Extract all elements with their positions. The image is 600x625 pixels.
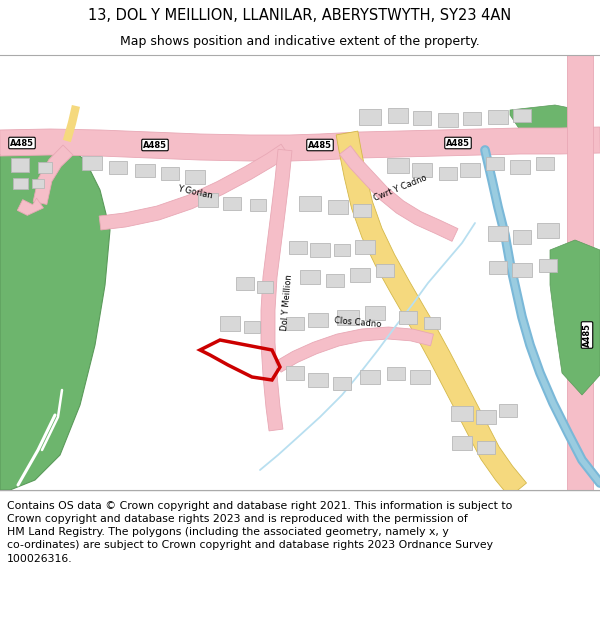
- Bar: [451, 406, 473, 421]
- Bar: [410, 370, 430, 384]
- Bar: [334, 244, 350, 256]
- Bar: [399, 311, 417, 324]
- Bar: [388, 107, 408, 122]
- Bar: [499, 404, 517, 416]
- Polygon shape: [567, 55, 593, 490]
- Bar: [300, 270, 320, 284]
- Text: A485: A485: [583, 323, 592, 347]
- Polygon shape: [17, 198, 43, 216]
- Bar: [376, 264, 394, 276]
- Text: A485: A485: [446, 139, 470, 148]
- Bar: [489, 261, 507, 274]
- Bar: [413, 111, 431, 125]
- Text: A485: A485: [143, 141, 167, 149]
- Bar: [109, 161, 127, 174]
- Polygon shape: [550, 240, 600, 395]
- Bar: [32, 179, 44, 187]
- Bar: [38, 161, 52, 172]
- Polygon shape: [0, 127, 600, 161]
- Text: Contains OS data © Crown copyright and database right 2021. This information is : Contains OS data © Crown copyright and d…: [7, 501, 512, 564]
- Bar: [438, 113, 458, 127]
- Bar: [337, 309, 359, 324]
- Bar: [488, 226, 508, 241]
- Bar: [135, 164, 155, 176]
- Bar: [510, 160, 530, 174]
- Bar: [536, 156, 554, 169]
- Bar: [477, 441, 495, 454]
- Bar: [439, 166, 457, 179]
- Bar: [537, 222, 559, 238]
- Bar: [460, 163, 480, 177]
- Bar: [359, 109, 381, 125]
- Bar: [360, 370, 380, 384]
- Bar: [488, 110, 508, 124]
- Bar: [289, 241, 307, 254]
- Bar: [13, 177, 28, 189]
- Bar: [185, 170, 205, 184]
- Text: Y Gorlan: Y Gorlan: [176, 184, 214, 200]
- Bar: [257, 281, 273, 293]
- Bar: [198, 193, 218, 207]
- Bar: [412, 163, 432, 177]
- Text: A485: A485: [10, 139, 34, 148]
- Bar: [333, 376, 351, 389]
- Bar: [387, 158, 409, 172]
- Bar: [355, 240, 375, 254]
- Text: Clos Cadno: Clos Cadno: [334, 316, 382, 329]
- Text: A485: A485: [308, 141, 332, 149]
- Bar: [513, 230, 531, 244]
- Bar: [328, 200, 348, 214]
- Bar: [452, 436, 472, 450]
- Bar: [308, 373, 328, 387]
- Bar: [476, 410, 496, 424]
- Bar: [286, 366, 304, 380]
- Text: Dol Y Meillion: Dol Y Meillion: [280, 274, 294, 332]
- Bar: [424, 317, 440, 329]
- Bar: [244, 321, 260, 333]
- Bar: [350, 268, 370, 282]
- Bar: [326, 274, 344, 286]
- Bar: [486, 156, 504, 169]
- Text: 13, DOL Y MEILLION, LLANILAR, ABERYSTWYTH, SY23 4AN: 13, DOL Y MEILLION, LLANILAR, ABERYSTWYT…: [88, 8, 512, 23]
- Bar: [286, 316, 304, 329]
- Bar: [11, 158, 29, 172]
- Bar: [223, 196, 241, 209]
- Bar: [236, 276, 254, 289]
- Polygon shape: [33, 145, 73, 204]
- Bar: [310, 243, 330, 257]
- Bar: [82, 156, 102, 170]
- Polygon shape: [261, 149, 292, 431]
- Bar: [463, 111, 481, 124]
- Polygon shape: [336, 131, 526, 497]
- Bar: [250, 199, 266, 211]
- Polygon shape: [340, 146, 458, 241]
- Bar: [512, 263, 532, 277]
- Bar: [308, 313, 328, 327]
- Polygon shape: [0, 145, 110, 490]
- Bar: [220, 316, 240, 331]
- Bar: [387, 366, 405, 379]
- Text: Map shows position and indicative extent of the property.: Map shows position and indicative extent…: [120, 35, 480, 48]
- Polygon shape: [275, 327, 433, 372]
- Bar: [365, 306, 385, 320]
- Bar: [299, 196, 321, 211]
- Bar: [513, 109, 531, 121]
- Bar: [161, 166, 179, 179]
- Polygon shape: [510, 105, 592, 150]
- Polygon shape: [99, 144, 289, 230]
- Text: Cwrt Y Cadno: Cwrt Y Cadno: [372, 174, 428, 203]
- Bar: [539, 259, 557, 271]
- Bar: [353, 204, 371, 216]
